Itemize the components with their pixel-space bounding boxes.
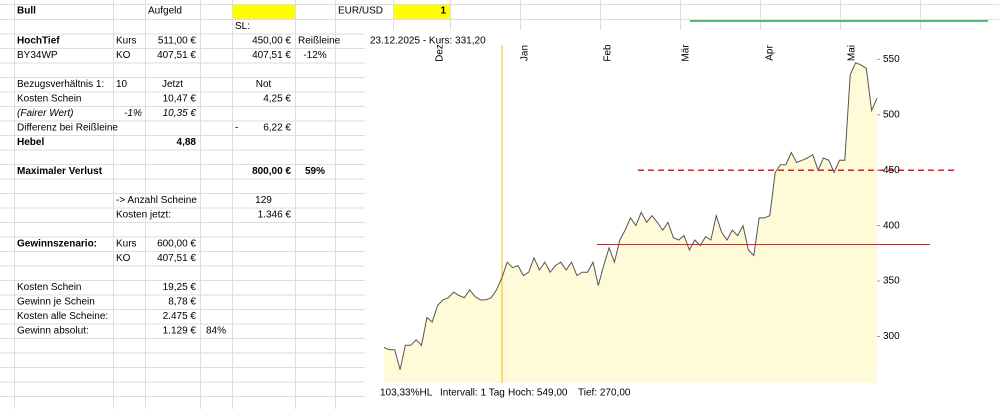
cell-text: Hebel (17, 137, 44, 148)
cell-text: 84% (206, 326, 226, 337)
chart-footer: Hoch: 549,00 (508, 388, 568, 399)
cell-text: 59% (305, 166, 325, 177)
cell-text: - (235, 123, 238, 134)
cell-text: HochTief (17, 36, 60, 47)
cell-text: -> Anzahl Scheine (116, 195, 197, 206)
cell-text: Kosten alle Scheine: (17, 311, 108, 322)
month-label: Jan (520, 45, 531, 61)
cell-text: 1.129 € (163, 326, 197, 337)
cell-text: KO (116, 50, 131, 61)
cell-text: 10,35 € (163, 108, 197, 119)
cell-text: EUR/USD (338, 6, 383, 17)
cell-text: 6,22 € (263, 123, 291, 134)
y-tick-label: 400 (883, 220, 900, 231)
chart-footer: Intervall: 1 Tag (440, 388, 505, 399)
cell-text: Differenz bei Reißleine (17, 123, 118, 134)
cell-text: 1.346 € (258, 210, 292, 221)
cell-text: KO (116, 253, 131, 264)
cell-text: (Fairer Wert) (17, 108, 73, 119)
month-label: Apr (765, 45, 776, 61)
cell-text: Maximaler Verlust (17, 166, 103, 177)
cell-text: 1 (440, 6, 446, 17)
y-tick-label: 550 (883, 54, 900, 65)
input-cell-fill (232, 4, 295, 19)
cell-text: Gewinn je Schein (17, 297, 95, 308)
cell-text: Jetzt (162, 79, 183, 90)
cell-text: Kosten Schein (17, 94, 82, 105)
price-area (384, 62, 877, 383)
cell-text: 407,51 € (157, 253, 196, 264)
chart-footer: Tief: 270,00 (578, 388, 631, 399)
cell-text: -12% (303, 50, 326, 61)
cell-text: 511,00 € (158, 36, 197, 47)
cell-text: 10,47 € (163, 94, 197, 105)
cell-text: 10 (116, 79, 128, 90)
y-tick-label: 350 (883, 276, 900, 287)
cell-text: 407,51 € (157, 50, 196, 61)
cell-text: 407,51 € (252, 50, 291, 61)
cell-text: Bull (17, 6, 36, 17)
cell-text: Gewinn absolut: (17, 326, 89, 337)
cells: Bull Aufgeld EUR/USD 1 SL: HochTief Kurs 511,00… (17, 6, 446, 337)
month-label: Feb (603, 44, 614, 62)
y-tick-label: 500 (883, 109, 900, 120)
cell-text: Kosten Schein (17, 282, 82, 293)
cell-text: Bezugsverhältnis 1: (17, 79, 104, 90)
cell-text: Kurs (116, 239, 137, 250)
price-line (383, 62, 878, 370)
cell-text: 4,25 € (263, 94, 291, 105)
cell-text: Not (256, 79, 272, 90)
cell-text: Aufgeld (148, 6, 182, 17)
cell-text: 8,78 € (168, 297, 196, 308)
input-cell-fill (393, 4, 450, 19)
cell-text: Reißleine (298, 36, 341, 47)
cell-text: 600,00 € (157, 239, 196, 250)
cell-text: Kosten jetzt: (116, 210, 171, 221)
cell-text: BY34WP (17, 50, 58, 61)
cell-text: 4,88 (177, 137, 197, 148)
chart-footer: 103,33%HL (380, 388, 433, 399)
month-label: Mai (847, 45, 858, 61)
chart-header: 23.12.2025 - Kurs: 331,20 (370, 36, 486, 47)
cell-text: 450,00 € (252, 36, 291, 47)
cell-text: 2.475 € (163, 311, 197, 322)
cell-text: SL: (235, 21, 250, 32)
cell-text: Kurs (116, 36, 137, 47)
month-label: Mär (681, 44, 692, 62)
cell-text: Gewinnszenario: (17, 239, 97, 250)
chart: 23.12.2025 - Kurs: 331,20 Dez Jan Feb Mär Ap… (365, 20, 999, 409)
cell-text: 800,00 € (252, 166, 291, 177)
month-label: Dez (435, 44, 446, 62)
y-tick-label: 450 (883, 165, 900, 176)
y-tick-label: 300 (883, 331, 900, 342)
cell-text: 19,25 € (163, 282, 197, 293)
cell-text: 129 (255, 195, 272, 206)
cell-text: -1% (124, 108, 142, 119)
